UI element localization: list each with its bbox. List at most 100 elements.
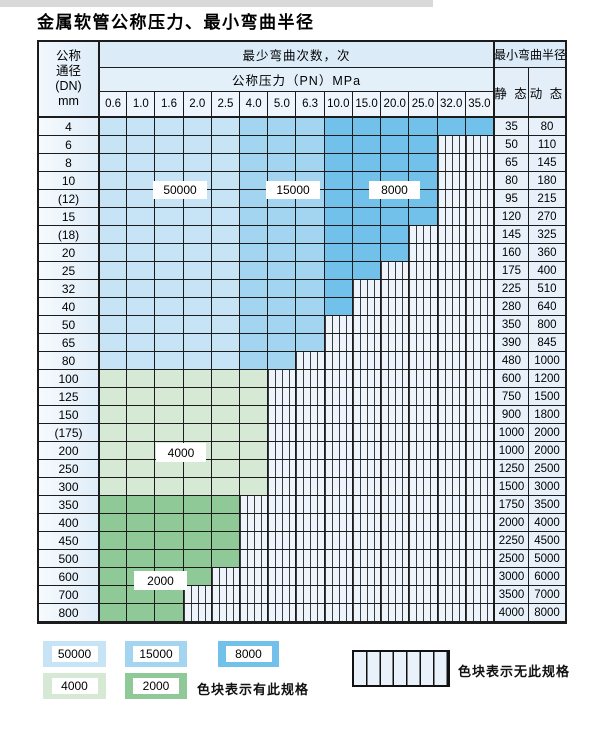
cell-dn40-pn1.6 xyxy=(155,298,184,316)
cell-dn700-pn25.0 xyxy=(409,586,438,604)
cell-dn800-pn25.0 xyxy=(409,604,438,622)
static-radius-8: 65 xyxy=(493,154,529,172)
legend-swatch-label: 2000 xyxy=(133,678,179,694)
cell-dn100-pn20.0 xyxy=(381,370,410,388)
cell-dn20-pn15.0 xyxy=(352,244,382,262)
cell-dn6-pn20.0 xyxy=(381,136,410,154)
cell-dn250-pn1.6 xyxy=(155,460,184,478)
dn-value-150: 150 xyxy=(39,406,99,424)
cell-dn350-pn0.6 xyxy=(99,496,128,514)
cell-dn450-pn32.0 xyxy=(437,532,466,550)
cell-dn250-pn20.0 xyxy=(381,460,410,478)
cell-dn15-pn1.6 xyxy=(155,208,184,226)
static-radius-250: 1250 xyxy=(493,460,529,478)
cell-dn6-pn2.0 xyxy=(183,136,212,154)
cell-dn125-pn5.0 xyxy=(268,388,297,406)
cell-dn400-pn1.6 xyxy=(155,514,184,532)
cell-dn(12)-pn35.0 xyxy=(465,190,494,208)
cell-dn150-pn5.0 xyxy=(268,406,297,424)
cell-dn300-pn6.3 xyxy=(296,478,325,496)
dn-value-125: 125 xyxy=(39,388,99,406)
cell-dn6-pn1.6 xyxy=(155,136,184,154)
cell-dn500-pn5.0 xyxy=(268,550,297,568)
cell-dn600-pn0.6 xyxy=(99,568,128,586)
dynamic-radius-300: 3000 xyxy=(528,478,565,496)
cell-dn15-pn1.0 xyxy=(127,208,156,226)
cell-dn80-pn0.6 xyxy=(99,352,128,370)
cell-dn40-pn15.0 xyxy=(352,298,382,316)
static-radius-350: 1750 xyxy=(493,496,529,514)
cell-dn(12)-pn4.0 xyxy=(240,190,269,208)
dn-header-line: 公称 xyxy=(55,49,81,63)
cell-dn50-pn35.0 xyxy=(465,316,494,334)
dn-value-65: 65 xyxy=(39,334,99,352)
cell-dn150-pn10.0 xyxy=(324,406,353,424)
cell-dn4-pn10.0 xyxy=(324,118,353,136)
cell-dn4-pn32.0 xyxy=(437,118,466,136)
static-radius-4: 35 xyxy=(493,118,529,136)
cell-dn20-pn20.0 xyxy=(381,244,410,262)
cell-dn400-pn6.3 xyxy=(296,514,325,532)
cell-dn400-pn4.0 xyxy=(240,514,269,532)
cell-dn40-pn10.0 xyxy=(324,298,353,316)
cell-dn100-pn0.6 xyxy=(99,370,128,388)
cell-dn(18)-pn35.0 xyxy=(465,226,494,244)
cell-dn300-pn35.0 xyxy=(465,478,494,496)
dn-value-8: 8 xyxy=(39,154,99,172)
cell-dn100-pn10.0 xyxy=(324,370,353,388)
dn-value-700: 700 xyxy=(39,586,99,604)
cell-dn250-pn35.0 xyxy=(465,460,494,478)
cell-dn500-pn6.3 xyxy=(296,550,325,568)
cell-dn32-pn0.6 xyxy=(99,280,128,298)
legend-no-spec-text: 色块表示无此规格 xyxy=(458,664,571,679)
cell-dn80-pn1.0 xyxy=(127,352,156,370)
cell-dn500-pn4.0 xyxy=(240,550,269,568)
cell-dn150-pn4.0 xyxy=(240,406,269,424)
cell-dn65-pn20.0 xyxy=(381,334,410,352)
cell-dn350-pn20.0 xyxy=(381,496,410,514)
cell-dn40-pn4.0 xyxy=(240,298,269,316)
cell-dn50-pn2.0 xyxy=(183,316,212,334)
cell-dn150-pn32.0 xyxy=(437,406,466,424)
cell-dn25-pn20.0 xyxy=(381,262,410,280)
cell-dn65-pn25.0 xyxy=(409,334,438,352)
cell-dn25-pn2.0 xyxy=(183,262,212,280)
cell-dn40-pn6.3 xyxy=(296,298,325,316)
cell-dn400-pn5.0 xyxy=(268,514,297,532)
dn-value-250: 250 xyxy=(39,460,99,478)
cell-dn125-pn4.0 xyxy=(240,388,269,406)
cell-dn65-pn4.0 xyxy=(240,334,269,352)
cell-dn32-pn5.0 xyxy=(268,280,297,298)
cell-dn40-pn35.0 xyxy=(465,298,494,316)
static-radius-40: 280 xyxy=(493,298,529,316)
cell-dn(18)-pn32.0 xyxy=(437,226,466,244)
dn-value-350: 350 xyxy=(39,496,99,514)
cell-dn15-pn15.0 xyxy=(352,208,382,226)
cell-dn500-pn2.0 xyxy=(183,550,212,568)
cell-dn20-pn1.6 xyxy=(155,244,184,262)
cell-dn350-pn6.3 xyxy=(296,496,325,514)
cell-dn50-pn1.0 xyxy=(127,316,156,334)
cell-dn250-pn6.3 xyxy=(296,460,325,478)
cell-dn4-pn2.0 xyxy=(183,118,212,136)
legend-swatch-15000: 15000 xyxy=(125,641,187,667)
cell-dn500-pn0.6 xyxy=(99,550,128,568)
cell-dn800-pn0.6 xyxy=(99,604,128,622)
cell-dn(18)-pn1.0 xyxy=(127,226,156,244)
cell-dn8-pn1.0 xyxy=(127,154,156,172)
cell-dn(175)-pn15.0 xyxy=(352,424,382,442)
cell-dn32-pn35.0 xyxy=(465,280,494,298)
cell-dn800-pn20.0 xyxy=(381,604,410,622)
cell-dn(175)-pn1.6 xyxy=(155,424,184,442)
pressure-tick-2.5: 2.5 xyxy=(211,92,241,118)
static-radius-15: 120 xyxy=(493,208,529,226)
cell-dn150-pn1.6 xyxy=(155,406,184,424)
cell-dn300-pn0.6 xyxy=(99,478,128,496)
bend-count-label-50000: 50000 xyxy=(153,181,207,199)
cell-dn700-pn4.0 xyxy=(240,586,269,604)
cell-dn700-pn35.0 xyxy=(465,586,494,604)
cell-dn800-pn2.0 xyxy=(183,604,212,622)
cell-dn80-pn4.0 xyxy=(240,352,269,370)
cell-dn8-pn25.0 xyxy=(409,154,438,172)
